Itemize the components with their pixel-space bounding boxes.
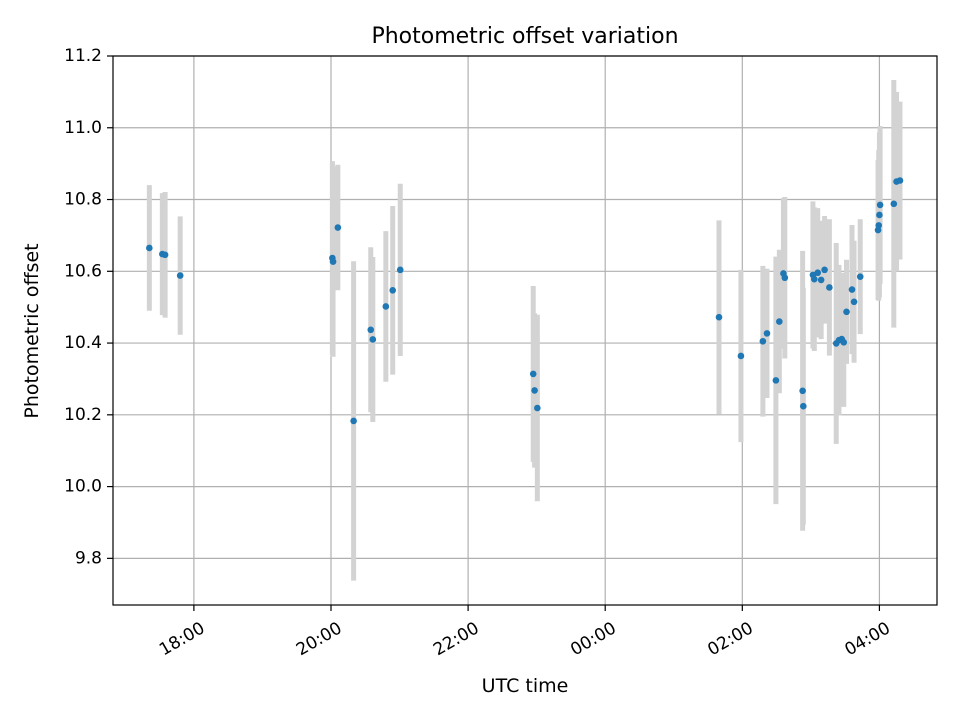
data-point (848, 286, 856, 293)
data-point (896, 177, 904, 184)
data-point (534, 404, 541, 412)
data-point (176, 272, 184, 279)
data-point (737, 352, 745, 360)
y-tick-label: 10.6 (64, 261, 102, 281)
data-point (840, 339, 848, 346)
y-axis-label: Photometric offset (21, 243, 43, 418)
data-point (389, 287, 396, 294)
data-point (817, 276, 825, 284)
data-point (146, 244, 153, 252)
chart-title: Photometric offset variation (371, 24, 678, 49)
data-point (334, 224, 342, 231)
data-points (146, 177, 904, 425)
y-tick-label: 10.4 (64, 333, 102, 353)
data-point (843, 308, 850, 316)
data-point (772, 377, 780, 384)
data-point (529, 370, 537, 378)
data-point (759, 337, 767, 345)
data-point (826, 284, 833, 291)
data-point (799, 387, 806, 395)
data-point (763, 330, 771, 337)
x-axis-label: UTC time (482, 675, 569, 697)
data-point (814, 269, 822, 277)
data-point (875, 222, 883, 229)
data-point (531, 387, 538, 394)
y-tick-label: 9.8 (75, 548, 102, 568)
data-point (776, 318, 783, 325)
data-point (396, 266, 404, 274)
y-tick-label: 10.8 (64, 190, 102, 210)
data-point (856, 273, 864, 280)
y-tick-label: 11.2 (64, 46, 102, 66)
plot-frame (112, 55, 938, 606)
data-point (800, 402, 807, 410)
data-point (350, 417, 357, 425)
data-point (876, 211, 883, 219)
data-point (369, 336, 377, 343)
data-point (382, 303, 390, 310)
data-point (329, 258, 337, 265)
data-point (890, 200, 898, 208)
data-point (715, 313, 723, 321)
data-point (781, 274, 789, 282)
data-point (821, 266, 828, 274)
y-tick-label: 10.0 (64, 477, 102, 497)
data-point (161, 251, 169, 259)
data-point (367, 326, 375, 334)
y-tick-label: 11.0 (64, 118, 102, 138)
data-point (850, 298, 858, 306)
data-point (876, 201, 884, 209)
data-point (810, 275, 818, 283)
y-tick-label: 10.2 (64, 405, 102, 425)
